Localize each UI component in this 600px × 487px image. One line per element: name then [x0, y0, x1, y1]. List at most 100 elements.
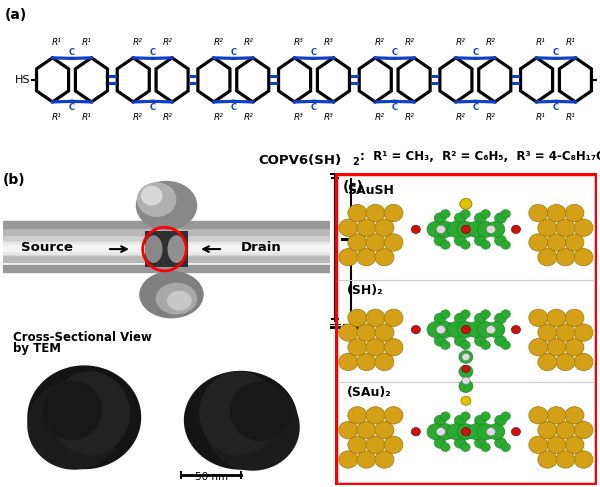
Circle shape [481, 241, 490, 249]
Ellipse shape [167, 235, 185, 263]
Circle shape [427, 424, 445, 440]
Ellipse shape [27, 365, 141, 469]
Circle shape [547, 338, 566, 356]
Circle shape [481, 412, 490, 421]
Ellipse shape [155, 283, 197, 315]
Bar [3, 255, 330, 262]
Circle shape [565, 338, 584, 356]
Circle shape [494, 313, 506, 324]
Circle shape [434, 235, 446, 246]
Circle shape [454, 415, 466, 426]
Circle shape [556, 324, 575, 341]
Circle shape [357, 324, 376, 341]
Circle shape [547, 234, 566, 251]
Text: R¹: R¹ [536, 37, 546, 46]
Ellipse shape [184, 371, 298, 470]
Circle shape [461, 325, 470, 334]
Bar [3, 222, 330, 228]
Circle shape [529, 407, 548, 424]
Text: (SH)₂: (SH)₂ [347, 284, 383, 297]
Circle shape [494, 213, 506, 224]
Text: R²: R² [244, 113, 253, 122]
Circle shape [384, 234, 403, 251]
Circle shape [461, 396, 471, 405]
Circle shape [460, 198, 472, 209]
Bar [145, 231, 188, 267]
Circle shape [556, 354, 575, 371]
Ellipse shape [145, 235, 163, 263]
Circle shape [475, 437, 487, 449]
Circle shape [454, 313, 466, 324]
Circle shape [459, 365, 473, 378]
Text: C: C [311, 48, 317, 57]
Circle shape [462, 354, 470, 360]
Text: SAuSH: SAuSH [347, 184, 394, 197]
Circle shape [434, 415, 446, 426]
Text: (c): (c) [343, 180, 364, 194]
Circle shape [447, 424, 464, 440]
Text: C: C [149, 103, 156, 112]
Text: 50 nm: 50 nm [218, 312, 251, 322]
Circle shape [357, 248, 376, 266]
Circle shape [461, 310, 470, 318]
Text: R²: R² [133, 113, 143, 122]
Circle shape [436, 225, 445, 233]
Circle shape [357, 421, 376, 439]
Circle shape [454, 235, 466, 246]
Text: C: C [230, 103, 236, 112]
Circle shape [538, 451, 557, 468]
Circle shape [501, 341, 511, 350]
Circle shape [574, 354, 593, 371]
Circle shape [357, 354, 376, 371]
Circle shape [366, 205, 385, 222]
Text: R¹: R¹ [536, 113, 546, 122]
Circle shape [454, 336, 466, 346]
Circle shape [487, 424, 505, 440]
Text: COPV6(SH): COPV6(SH) [259, 154, 341, 167]
Circle shape [477, 222, 495, 237]
Circle shape [565, 436, 584, 453]
Circle shape [467, 424, 485, 440]
Circle shape [529, 338, 548, 356]
Text: V: V [352, 207, 362, 220]
Circle shape [384, 338, 403, 356]
Circle shape [459, 380, 473, 393]
Bar [3, 265, 330, 272]
Circle shape [477, 424, 495, 440]
Bar [3, 228, 330, 235]
Ellipse shape [27, 381, 121, 470]
Circle shape [565, 309, 584, 326]
Ellipse shape [43, 381, 102, 440]
Text: R²: R² [404, 37, 415, 46]
Text: 50 nm: 50 nm [194, 471, 227, 482]
Circle shape [475, 213, 487, 224]
Text: R²: R² [404, 113, 415, 122]
Circle shape [375, 324, 394, 341]
Circle shape [556, 421, 575, 439]
Circle shape [412, 225, 421, 233]
Circle shape [437, 222, 455, 237]
Text: R¹: R¹ [566, 113, 576, 122]
Circle shape [440, 412, 450, 421]
Circle shape [565, 205, 584, 222]
Circle shape [437, 424, 455, 440]
Circle shape [529, 234, 548, 251]
Circle shape [494, 336, 506, 346]
Circle shape [366, 407, 385, 424]
Circle shape [339, 219, 358, 236]
Circle shape [547, 436, 566, 453]
Circle shape [501, 209, 511, 218]
Text: C: C [553, 48, 559, 57]
Circle shape [384, 205, 403, 222]
Circle shape [475, 235, 487, 246]
Circle shape [462, 365, 470, 373]
Circle shape [357, 219, 376, 236]
Text: C: C [69, 103, 75, 112]
Circle shape [461, 209, 470, 218]
Circle shape [462, 377, 470, 384]
Circle shape [574, 219, 593, 236]
Bar [3, 242, 330, 249]
Circle shape [538, 421, 557, 439]
Circle shape [412, 325, 421, 334]
Circle shape [440, 241, 450, 249]
